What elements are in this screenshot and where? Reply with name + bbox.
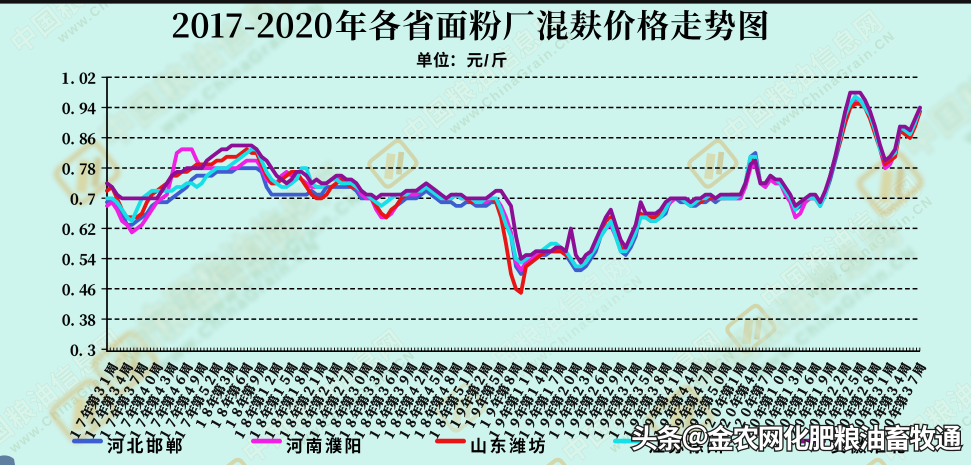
svg-text:/: /: [484, 51, 489, 70]
